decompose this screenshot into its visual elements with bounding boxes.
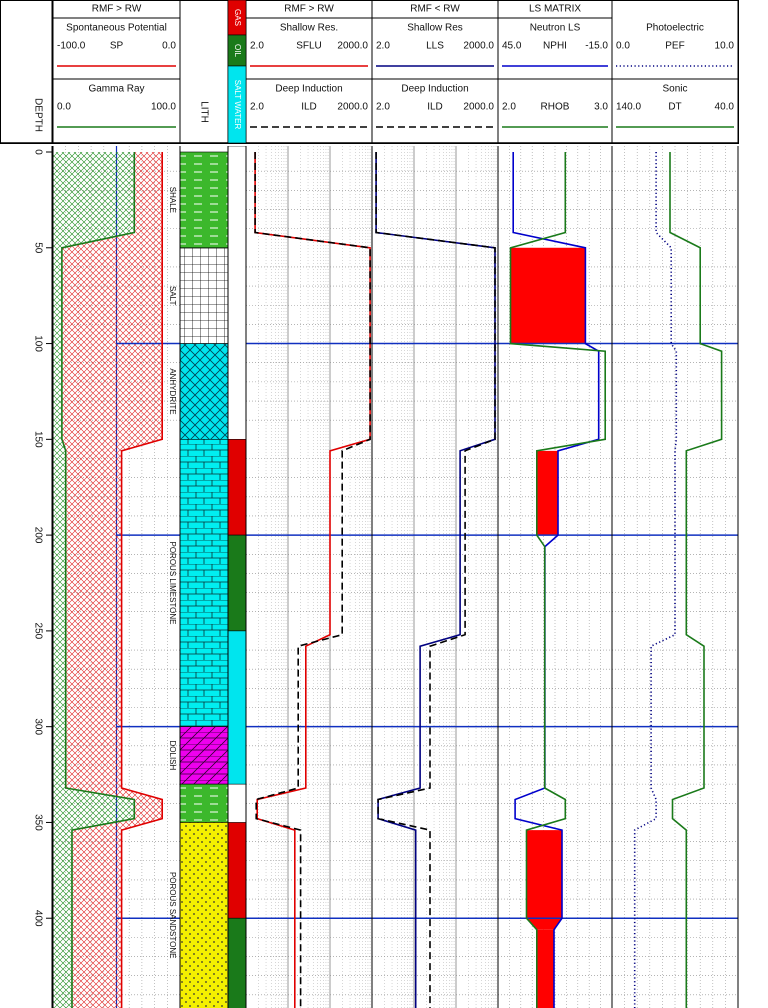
scale-label: 140.0: [616, 102, 641, 113]
lith-label: ANHYDRITE: [168, 368, 177, 414]
curve-mnemonic: RHOB: [541, 102, 570, 113]
lith-interval: [179, 151, 229, 249]
curve-mnemonic: DT: [668, 102, 681, 113]
lith-interval: [179, 726, 229, 785]
depth-tick-label: 200: [32, 527, 43, 544]
curve-title: Neutron LS: [530, 23, 581, 34]
fluid-interval: [227, 822, 247, 919]
depth-tick-label: 50: [32, 242, 43, 254]
depth-tick-label: 150: [32, 431, 43, 448]
curve-mnemonic: ILD: [427, 102, 443, 113]
scale-label: 10.0: [715, 41, 735, 52]
curve-mnemonic: NPHI: [543, 41, 567, 52]
scale-label: 3.0: [594, 102, 608, 113]
scale-label: 0.0: [57, 102, 71, 113]
fluid-interval: [227, 439, 247, 536]
scale-label: 2.0: [502, 102, 516, 113]
fluid-legend-label: SALT WATER: [233, 80, 242, 130]
scale-label: 2000.0: [463, 102, 494, 113]
curve-mnemonic: ILD: [301, 102, 317, 113]
lith-interval: [179, 822, 229, 1008]
scale-label: 2.0: [250, 102, 264, 113]
curve-mnemonic: LLS: [426, 41, 444, 52]
scale-label: -100.0: [57, 41, 86, 52]
log-curve: [61, 152, 136, 1008]
curve-title: Deep Induction: [275, 84, 342, 95]
track-title: LS MATRIX: [529, 4, 581, 15]
curve-title: Gamma Ray: [88, 84, 144, 95]
track-title: RMF > RW: [92, 4, 142, 15]
scale-label: 2.0: [376, 41, 390, 52]
sp-fill: [61, 152, 163, 1008]
plot-area: SHALE SALT ANHYDRITE POROUS LIMESTONE DOLISH…: [32, 146, 739, 1008]
lith-label: POROUS LIMESTONE: [168, 542, 177, 625]
depth-tick-label: 300: [32, 718, 43, 735]
track-title: RMF > RW: [284, 4, 334, 15]
lith-interval: [179, 783, 229, 823]
scale-label: -15.0: [585, 41, 608, 52]
crossover-fill: [510, 247, 586, 344]
fluid-interval: [227, 534, 247, 632]
fluid-interval: [227, 630, 247, 785]
gamma-ray-fill: [53, 152, 135, 1008]
curve-title: Shallow Res.: [280, 23, 338, 34]
lith-label: DOLISH: [168, 741, 177, 771]
scale-label: 0.0: [162, 41, 176, 52]
curve-title: Sonic: [662, 84, 687, 95]
lith-label: SHALE: [168, 187, 177, 213]
lith-interval: [179, 439, 229, 727]
track-title: RMF < RW: [410, 4, 460, 15]
crossover-fill: [526, 830, 563, 919]
log-curve: [509, 152, 606, 1008]
depth-tick-label: 350: [32, 814, 43, 831]
scale-label: 2.0: [250, 41, 264, 52]
fluid-legend-label: OIL: [233, 44, 242, 57]
depth-tick-label: 250: [32, 623, 43, 640]
crossover-fill: [536, 929, 555, 1008]
depth-label: DEPTH: [32, 98, 43, 132]
lith-interval: [179, 343, 229, 440]
scale-label: 2000.0: [337, 41, 368, 52]
header: DEPTH LITH GAS OIL SALT WATER RMF > RW Spontan…: [0, 0, 739, 144]
lith-label: SALT: [168, 286, 177, 306]
scale-label: 45.0: [502, 41, 522, 52]
log-curve: [633, 152, 678, 1008]
curve-title: Shallow Res: [407, 23, 463, 34]
curve-title: Spontaneous Potential: [66, 23, 167, 34]
lith-interval: [179, 247, 229, 344]
depth-tick-label: 400: [32, 910, 43, 927]
curve-mnemonic: SFLU: [296, 41, 322, 52]
lith-header-label: LITH: [198, 101, 209, 123]
scale-label: 2.0: [376, 102, 390, 113]
scale-label: 100.0: [151, 102, 176, 113]
scale-label: 0.0: [616, 41, 630, 52]
log-curve: [254, 152, 371, 1008]
fluid-legend-swatch: [227, 65, 247, 144]
curve-mnemonic: SP: [110, 41, 124, 52]
crossover-fill: [536, 450, 559, 536]
curve-title: Photoelectric: [646, 23, 704, 34]
depth-tick-label: 100: [32, 335, 43, 352]
crossover-fill: [526, 918, 563, 930]
curve-title: Deep Induction: [401, 84, 468, 95]
scale-label: 2000.0: [463, 41, 494, 52]
lith-label: POROUS SANDSTONE: [168, 872, 177, 959]
fluid-legend-label: GAS: [233, 9, 242, 26]
log-curve: [669, 152, 723, 1008]
log-curve: [120, 152, 163, 1008]
curve-mnemonic: PEF: [665, 41, 684, 52]
fluid-interval: [227, 917, 247, 1008]
scale-label: 40.0: [715, 102, 735, 113]
depth-tick-label: 0: [32, 149, 43, 155]
log-curve: [375, 152, 496, 1008]
scale-label: 2000.0: [337, 102, 368, 113]
